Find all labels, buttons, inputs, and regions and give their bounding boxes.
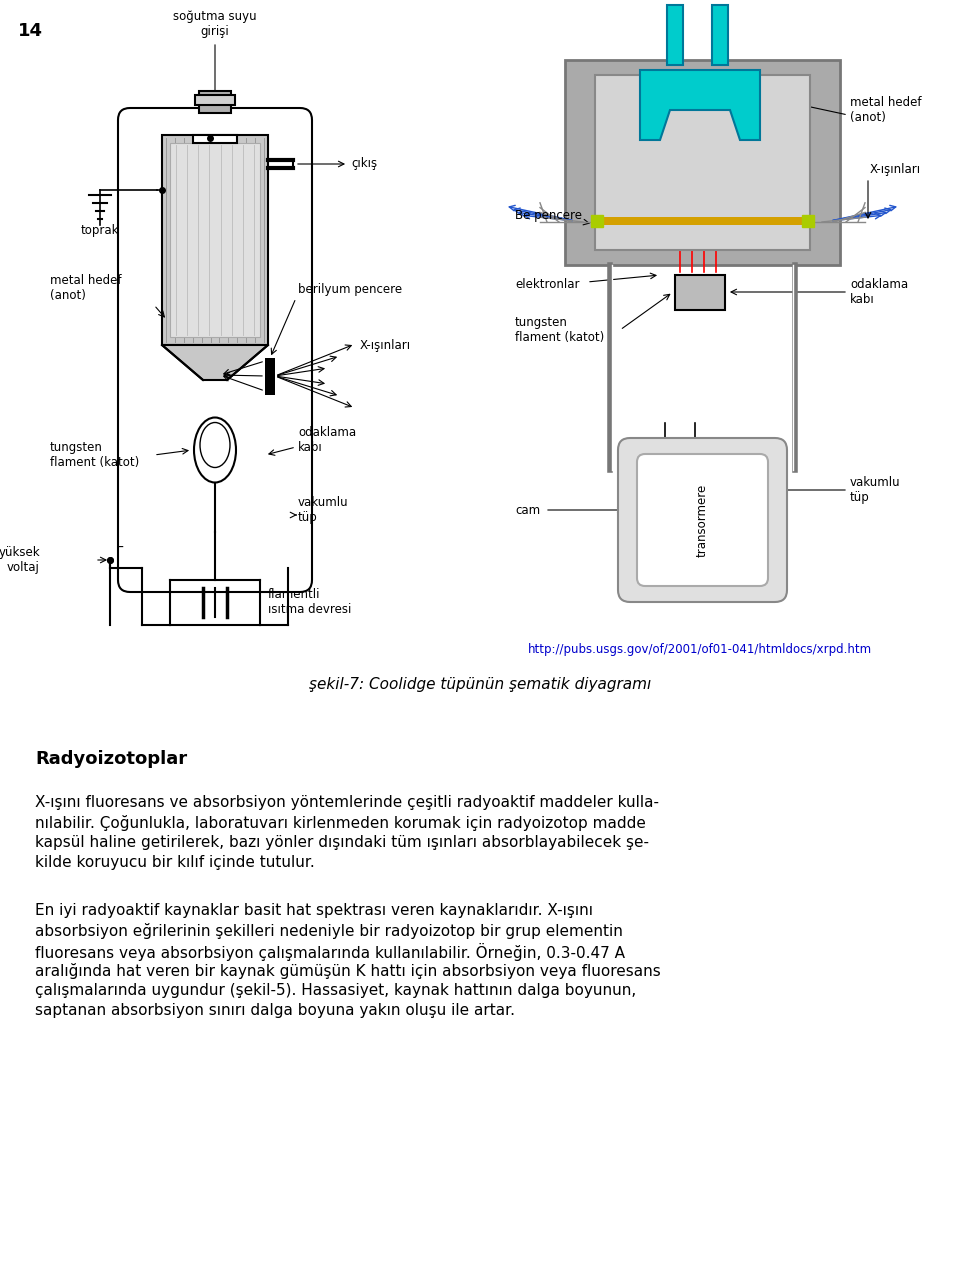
Bar xyxy=(193,135,237,143)
Bar xyxy=(162,135,268,345)
Text: cam: cam xyxy=(515,504,540,516)
Bar xyxy=(565,60,840,265)
Text: metal hedef
(anot): metal hedef (anot) xyxy=(50,273,122,302)
Text: berilyum pencere: berilyum pencere xyxy=(298,284,402,296)
Bar xyxy=(199,91,231,112)
Text: kilde koruyucu bir kılıf içinde tutulur.: kilde koruyucu bir kılıf içinde tutulur. xyxy=(35,855,315,870)
Text: X-ışını fluoresans ve absorbsiyon yöntemlerinde çeşitli radyoaktif maddeler kull: X-ışını fluoresans ve absorbsiyon yöntem… xyxy=(35,795,659,810)
Bar xyxy=(675,275,725,311)
Bar xyxy=(170,143,260,337)
Text: yüksek
voltaj: yüksek voltaj xyxy=(0,546,40,574)
Text: çıkış: çıkış xyxy=(351,157,377,170)
Text: –: – xyxy=(116,541,124,555)
Text: transormere: transormere xyxy=(695,483,708,557)
Text: X-ışınları: X-ışınları xyxy=(360,339,411,351)
Text: Radyoizotoplar: Radyoizotoplar xyxy=(35,750,187,768)
FancyBboxPatch shape xyxy=(637,454,768,587)
Polygon shape xyxy=(640,70,760,141)
Text: soğutma suyu
girişi: soğutma suyu girişi xyxy=(173,10,257,38)
Text: http://pubs.usgs.gov/of/2001/of01-041/htmldocs/xrpd.htm: http://pubs.usgs.gov/of/2001/of01-041/ht… xyxy=(528,644,872,657)
Text: vakumlu
tüp: vakumlu tüp xyxy=(850,475,900,504)
Text: nılabilir. Çoğunlukla, laboratuvarı kirlenmeden korumak için radyoizotop madde: nılabilir. Çoğunlukla, laboratuvarı kirl… xyxy=(35,815,646,831)
Ellipse shape xyxy=(200,423,230,468)
Text: odaklama
kabı: odaklama kabı xyxy=(298,426,356,454)
Text: X-ışınları: X-ışınları xyxy=(870,164,922,176)
Text: tungsten
flament (katot): tungsten flament (katot) xyxy=(50,441,139,469)
Text: fluoresans veya absorbsiyon çalışmalarında kullanılabilir. Örneğin, 0.3-0.47 A: fluoresans veya absorbsiyon çalışmaların… xyxy=(35,943,625,961)
Text: absorbsiyon eğrilerinin şekilleri nedeniyle bir radyoizotop bir grup elementin: absorbsiyon eğrilerinin şekilleri nedeni… xyxy=(35,923,623,939)
Text: flamentli
ısıtma devresi: flamentli ısıtma devresi xyxy=(268,588,351,616)
Bar xyxy=(667,5,683,65)
FancyBboxPatch shape xyxy=(618,438,787,602)
Bar xyxy=(595,75,810,250)
Text: odaklama
kabı: odaklama kabı xyxy=(850,279,908,305)
Bar xyxy=(265,358,275,395)
Text: En iyi radyoaktif kaynaklar basit hat spektrası veren kaynaklarıdır. X-ışını: En iyi radyoaktif kaynaklar basit hat sp… xyxy=(35,904,593,918)
Text: toprak: toprak xyxy=(81,224,119,236)
Text: tungsten
flament (katot): tungsten flament (katot) xyxy=(515,316,604,344)
Bar xyxy=(712,5,728,65)
Text: şekil-7: Coolidge tüpünün şematik diyagramı: şekil-7: Coolidge tüpünün şematik diyagr… xyxy=(309,677,651,693)
Text: aralığında hat veren bir kaynak gümüşün K hattı için absorbsiyon veya fluoresans: aralığında hat veren bir kaynak gümüşün … xyxy=(35,964,660,979)
Text: vakumlu
tüp: vakumlu tüp xyxy=(298,496,348,524)
Polygon shape xyxy=(162,345,268,380)
Bar xyxy=(595,217,810,225)
Text: metal hedef
(anot): metal hedef (anot) xyxy=(850,96,922,124)
Text: kapsül haline getirilerek, bazı yönler dışındaki tüm ışınları absorblayabilecek : kapsül haline getirilerek, bazı yönler d… xyxy=(35,835,649,850)
Text: çalışmalarında uygundur (şekil-5). Hassasiyet, kaynak hattının dalga boyunun,: çalışmalarında uygundur (şekil-5). Hassa… xyxy=(35,983,636,998)
Text: elektronlar: elektronlar xyxy=(515,279,580,291)
Ellipse shape xyxy=(194,418,236,483)
Text: 14: 14 xyxy=(18,22,43,40)
Text: saptanan absorbsiyon sınırı dalga boyuna yakın oluşu ile artar.: saptanan absorbsiyon sınırı dalga boyuna… xyxy=(35,1003,515,1019)
FancyBboxPatch shape xyxy=(118,109,312,592)
Text: Be pencere: Be pencere xyxy=(515,208,582,221)
Bar xyxy=(195,95,235,105)
